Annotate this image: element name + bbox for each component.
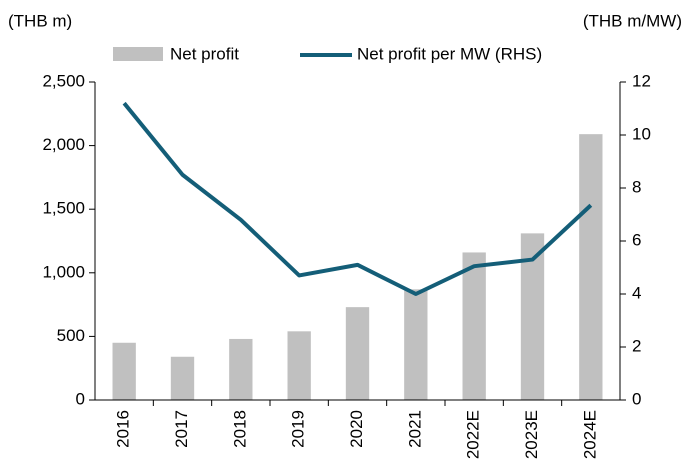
y2-tick-label: 6 (632, 230, 641, 249)
bar (112, 342, 136, 400)
y-tick-label: 2,500 (42, 71, 85, 90)
y2-tick-label: 12 (632, 71, 651, 90)
y-tick-label: 0 (76, 389, 85, 408)
x-tick-label: 2016 (114, 410, 133, 448)
bar (404, 289, 428, 400)
x-tick-label: 2022E (464, 410, 483, 459)
x-tick-label: 2019 (289, 410, 308, 448)
line-series (122, 101, 593, 296)
bar (520, 233, 545, 400)
legend-label: Net profit (170, 44, 239, 63)
x-tick-label: 2018 (230, 410, 249, 448)
legend-swatch (113, 47, 163, 61)
legend-label: Net profit per MW (RHS) (357, 44, 542, 63)
y-tick-label: 500 (57, 326, 85, 345)
y2-tick-label: 8 (632, 177, 641, 196)
x-tick-label: 2024E (580, 410, 599, 459)
y2-tick-label: 4 (632, 283, 641, 302)
bar (229, 338, 253, 400)
bar (462, 252, 486, 400)
y-tick-label: 1,000 (42, 262, 85, 281)
x-tick-label: 2017 (172, 410, 191, 448)
y-tick-label: 1,500 (42, 199, 85, 218)
bar (579, 134, 603, 401)
y2-tick-label: 10 (632, 124, 651, 143)
y2-tick-label: 2 (632, 336, 641, 355)
bar (287, 331, 311, 400)
y2-axis-label: (THB m/MW) (583, 11, 682, 30)
y-tick-label: 2,000 (42, 135, 85, 154)
x-tick-label: 2021 (405, 410, 424, 448)
y2-tick-label: 0 (632, 389, 641, 408)
bar (170, 356, 195, 400)
bar (345, 307, 370, 400)
x-tick-label: 2023E (522, 410, 541, 459)
y-axis-label: (THB m) (8, 11, 72, 30)
x-tick-label: 2020 (347, 410, 366, 448)
